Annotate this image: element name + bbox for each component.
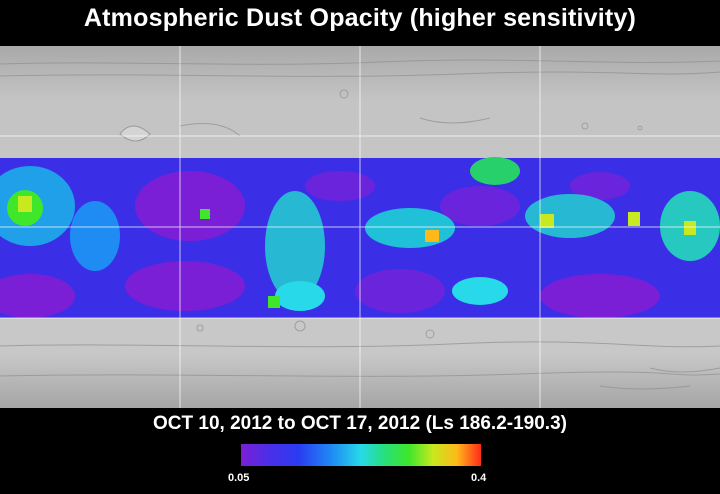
page-title: Atmospheric Dust Opacity (higher sensiti… (83, 4, 637, 32)
map-svg (0, 46, 720, 408)
date-range-label: OCT 10, 2012 to OCT 17, 2012 (Ls 186.2-1… (153, 413, 567, 434)
lat-lon-grid (0, 46, 720, 408)
opacity-colorbar (241, 444, 481, 466)
mars-dust-opacity-map (0, 46, 720, 408)
north-terrain (0, 59, 720, 142)
colorbar-min-label: 0.05 (228, 472, 250, 484)
colorbar-max-label: 0.4 (471, 472, 487, 484)
south-terrain (0, 320, 720, 390)
